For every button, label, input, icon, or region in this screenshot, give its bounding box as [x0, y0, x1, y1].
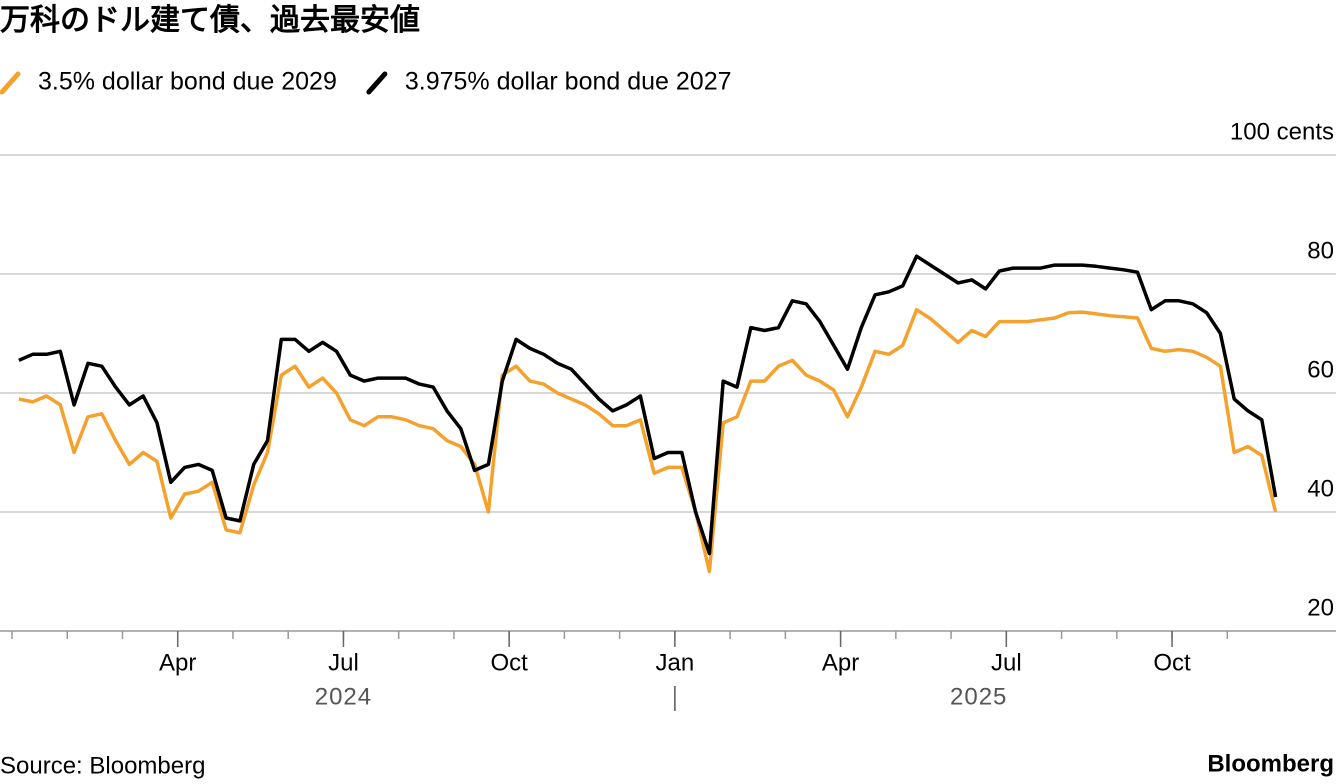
x-tick-label: Apr [822, 649, 859, 676]
y-tick-label: 60 [1307, 356, 1334, 383]
x-tick-label: Jan [656, 649, 695, 676]
x-tick-label: Apr [159, 649, 196, 676]
series-line [18, 254, 1278, 556]
series-line [18, 307, 1278, 574]
chart-title: 万科のドル建て債、過去最安値 [0, 4, 420, 37]
y-tick-label: 40 [1307, 475, 1334, 502]
legend-label: 3.5% dollar bond due 2029 [38, 68, 337, 96]
x-group-label: 2024 [315, 683, 372, 710]
x-tick-label: Oct [1153, 649, 1191, 676]
legend: 3.5% dollar bond due 2029 3.975% dollar b… [0, 68, 732, 96]
y-tick-label: 100 cents [1230, 118, 1334, 145]
y-tick-label: 80 [1307, 237, 1334, 264]
legend-swatch [366, 71, 388, 95]
legend-swatch [0, 71, 21, 95]
x-group-label: 2025 [950, 683, 1007, 710]
brand: Bloomberg [1207, 750, 1334, 777]
legend-label: 3.975% dollar bond due 2027 [405, 68, 732, 96]
y-tick-label: 20 [1307, 594, 1334, 621]
x-tick-label: Jul [991, 649, 1022, 676]
source: Source: Bloomberg [0, 752, 205, 779]
x-tick-label: Jul [328, 649, 359, 676]
x-tick-label: Oct [490, 649, 528, 676]
